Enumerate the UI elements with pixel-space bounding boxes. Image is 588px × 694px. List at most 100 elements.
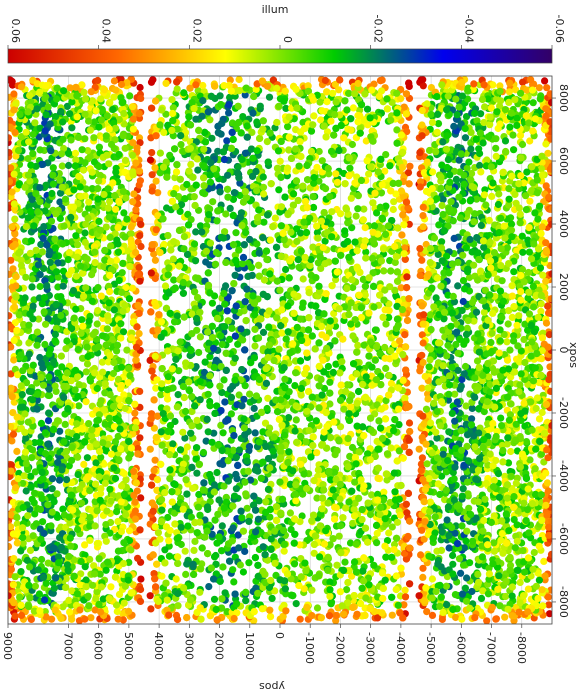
data-point (63, 337, 71, 345)
data-point (107, 450, 115, 458)
data-point (74, 392, 82, 401)
data-point (232, 229, 240, 237)
data-point (101, 246, 109, 254)
data-point (59, 135, 67, 143)
data-point (34, 390, 42, 398)
data-point (60, 393, 68, 401)
data-point (45, 409, 53, 417)
data-point (66, 534, 74, 542)
data-point (131, 424, 140, 432)
data-point (12, 484, 20, 492)
data-point (42, 82, 50, 90)
data-point (147, 605, 155, 613)
data-point (67, 377, 75, 385)
data-point (13, 513, 21, 522)
colorbar-tick-label: -0.06 (553, 15, 566, 43)
data-point (56, 427, 64, 435)
data-point (81, 563, 89, 571)
data-point (93, 539, 101, 548)
data-point (115, 417, 123, 425)
data-point (131, 515, 140, 523)
data-point (95, 555, 103, 563)
data-point (58, 162, 66, 170)
data-point (8, 370, 15, 378)
data-point (125, 527, 134, 535)
data-point (64, 405, 72, 413)
data-point (136, 232, 144, 240)
data-point (8, 393, 16, 401)
data-point (99, 439, 107, 447)
data-point (251, 429, 259, 437)
data-point (121, 144, 129, 152)
data-point (89, 330, 97, 339)
data-point (21, 410, 29, 418)
data-point (136, 177, 144, 185)
data-point (42, 320, 50, 328)
data-point (113, 607, 121, 616)
data-point (60, 382, 68, 390)
data-point (28, 396, 37, 404)
data-point (76, 485, 84, 493)
data-point (102, 521, 110, 529)
data-point (35, 315, 43, 323)
data-point (97, 489, 105, 498)
data-point (235, 76, 243, 84)
data-point (28, 446, 37, 454)
data-point (125, 607, 133, 616)
data-point (57, 107, 65, 116)
data-point (8, 270, 13, 278)
data-point (13, 447, 21, 455)
data-point (92, 459, 100, 467)
data-point (13, 326, 21, 334)
data-point (8, 467, 15, 475)
data-point (132, 479, 140, 487)
data-point (79, 322, 87, 330)
data-point (91, 369, 99, 377)
data-point (127, 589, 135, 597)
data-point (57, 543, 66, 551)
data-point (41, 450, 50, 458)
data-point (34, 261, 43, 269)
data-point (137, 575, 145, 583)
data-point (60, 222, 68, 230)
data-point (84, 473, 92, 481)
colorbar-tick-label: -0.04 (462, 15, 475, 43)
data-point (103, 151, 111, 159)
data-point (81, 135, 89, 143)
data-point (129, 139, 137, 147)
data-point (74, 373, 82, 381)
data-point (405, 419, 414, 427)
data-point (63, 369, 71, 377)
data-point (136, 434, 144, 442)
data-point (52, 300, 60, 308)
data-point (120, 209, 128, 217)
data-point (79, 166, 88, 174)
data-point (96, 447, 104, 456)
data-point (49, 164, 57, 172)
data-point (9, 430, 18, 438)
data-point (246, 390, 254, 398)
data-point (91, 259, 99, 267)
data-point (136, 83, 144, 92)
data-point (123, 215, 131, 223)
data-point (129, 198, 137, 206)
data-point (24, 155, 32, 163)
data-point (9, 409, 17, 417)
data-point (120, 599, 128, 607)
data-point (25, 339, 33, 347)
data-point (54, 273, 62, 281)
data-point (8, 204, 13, 212)
data-point (75, 402, 83, 410)
data-point (118, 99, 126, 107)
data-point (97, 608, 105, 616)
data-point (126, 450, 135, 458)
data-point (57, 311, 65, 320)
data-point (49, 180, 58, 188)
data-point (17, 261, 25, 270)
data-point (181, 547, 189, 555)
data-point (137, 94, 145, 102)
data-point (58, 150, 66, 158)
data-point (10, 200, 18, 208)
data-point (88, 297, 96, 305)
data-point (263, 138, 271, 146)
